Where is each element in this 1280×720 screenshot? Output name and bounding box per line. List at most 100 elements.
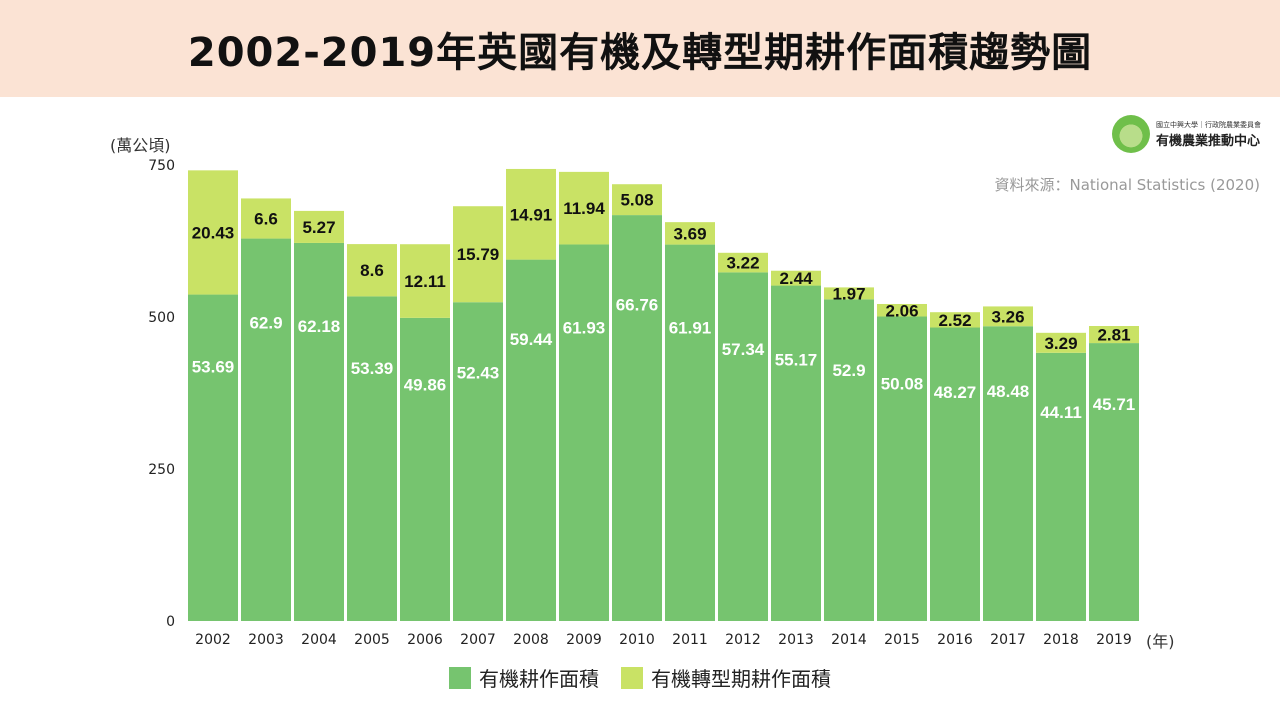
legend: 有機耕作面積 有機轉型期耕作面積 (0, 663, 1280, 692)
data-label-organic: 55.17 (775, 350, 818, 369)
data-label-conversion: 6.6 (254, 210, 278, 229)
x-axis-label: (年) (1146, 632, 1175, 651)
bar-conversion (771, 270, 821, 286)
y-tick-label: 250 (148, 462, 175, 478)
bar-conversion (612, 184, 662, 216)
data-label-conversion: 2.06 (885, 301, 918, 320)
data-label-organic: 62.18 (298, 317, 341, 336)
bar-conversion (1036, 332, 1086, 353)
bar-conversion (294, 210, 344, 243)
data-label-organic: 48.27 (934, 383, 977, 402)
legend-label: 有機轉型期耕作面積 (651, 667, 831, 691)
bar-conversion (241, 198, 291, 239)
data-label-conversion: 3.29 (1044, 334, 1077, 353)
x-tick-label: 2011 (672, 632, 708, 648)
bar-organic (612, 215, 662, 622)
bar-organic (400, 317, 450, 621)
data-label-conversion: 20.43 (192, 223, 235, 242)
legend-label: 有機耕作面積 (479, 667, 599, 691)
data-label-organic: 45.71 (1093, 395, 1136, 414)
bar-conversion (347, 244, 397, 297)
data-label-organic: 57.34 (722, 340, 765, 359)
x-tick-label: 2008 (513, 632, 549, 648)
x-tick-label: 2015 (884, 632, 920, 648)
x-tick-label: 2016 (937, 632, 973, 648)
data-label-organic: 53.39 (351, 359, 394, 378)
bar-conversion (983, 306, 1033, 327)
logo: 國立中興大學｜行政院農業委員會 有機農業推動中心 (1112, 115, 1261, 153)
data-label-organic: 61.93 (563, 318, 606, 337)
data-label-organic: 53.69 (192, 357, 235, 376)
data-label-organic: 62.9 (249, 314, 282, 333)
x-tick-label: 2009 (566, 632, 602, 648)
legend-item-organic: 有機耕作面積 (449, 663, 599, 692)
x-tick-label: 2018 (1043, 632, 1079, 648)
logo-subtitle: 國立中興大學｜行政院農業委員會 (1156, 120, 1261, 129)
legend-swatch (449, 666, 471, 689)
x-tick-label: 2013 (778, 632, 814, 648)
legend-item-conversion: 有機轉型期耕作面積 (621, 663, 831, 692)
x-tick-label: 2012 (725, 632, 761, 648)
bar-organic (453, 302, 503, 621)
source-note: 資料來源：National Statistics (2020) (994, 176, 1261, 194)
data-label-conversion: 14.91 (510, 205, 553, 224)
data-label-conversion: 1.97 (832, 284, 865, 303)
x-tick-label: 2005 (354, 632, 390, 648)
bar-conversion (453, 206, 503, 303)
bar-organic (771, 285, 821, 621)
bar-organic (665, 244, 715, 621)
legend-swatch (621, 666, 643, 689)
data-label-organic: 52.43 (457, 363, 500, 382)
data-label-conversion: 3.26 (991, 307, 1024, 326)
bar-organic (559, 244, 609, 621)
x-tick-label: 2002 (195, 632, 231, 648)
bar-conversion (718, 252, 768, 273)
bar-organic (506, 259, 556, 621)
bar-organic (347, 296, 397, 621)
bar-organic (294, 242, 344, 621)
y-tick-label: 0 (166, 614, 175, 630)
bar-conversion (506, 168, 556, 260)
bar-conversion (824, 287, 874, 300)
bar-organic (824, 299, 874, 621)
data-label-organic: 66.76 (616, 295, 659, 314)
data-label-conversion: 11.94 (563, 199, 605, 218)
data-label-conversion: 5.08 (620, 191, 653, 210)
y-tick-label: 750 (148, 158, 175, 174)
bar-organic (877, 316, 927, 621)
data-label-conversion: 12.11 (404, 272, 446, 291)
data-label-organic: 61.91 (669, 318, 712, 337)
data-label-conversion: 2.52 (938, 311, 971, 330)
logo-name: 有機農業推動中心 (1156, 133, 1261, 149)
bar-conversion (559, 171, 609, 245)
bar-organic (1036, 352, 1086, 621)
y-tick-label: 500 (148, 310, 175, 326)
data-label-organic: 52.9 (832, 361, 865, 380)
x-tick-label: 2003 (248, 632, 284, 648)
bar-organic (983, 326, 1033, 621)
data-label-organic: 48.48 (987, 382, 1030, 401)
title-banner: 2002-2019年英國有機及轉型期耕作面積趨勢圖 (0, 0, 1280, 97)
data-label-conversion: 15.79 (457, 245, 500, 264)
logo-icon (1112, 115, 1150, 153)
x-tick-label: 2007 (460, 632, 496, 648)
bar-conversion (188, 170, 238, 295)
data-label-conversion: 8.6 (360, 261, 384, 280)
x-tick-label: 2004 (301, 632, 337, 648)
data-label-organic: 44.11 (1040, 403, 1082, 422)
bar-organic (188, 294, 238, 621)
bar-organic (718, 272, 768, 621)
data-label-conversion: 5.27 (302, 218, 335, 237)
x-tick-label: 2019 (1096, 632, 1132, 648)
x-tick-label: 2010 (619, 632, 655, 648)
y-axis-label: (萬公頃) (110, 136, 171, 155)
bar-conversion (877, 303, 927, 317)
x-tick-label: 2017 (990, 632, 1026, 648)
bar-conversion (930, 312, 980, 328)
data-label-conversion: 2.81 (1097, 326, 1130, 345)
data-label-conversion: 3.22 (726, 254, 759, 273)
bar-conversion (1089, 325, 1139, 344)
x-tick-label: 2006 (407, 632, 443, 648)
data-label-organic: 59.44 (510, 330, 553, 349)
